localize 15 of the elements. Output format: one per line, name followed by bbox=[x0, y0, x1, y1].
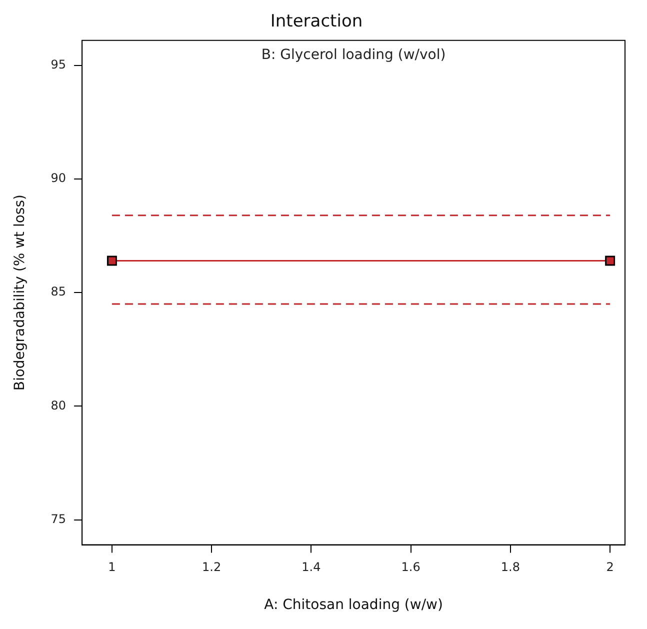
y-tick-label: 90 bbox=[50, 171, 66, 186]
x-tick-label: 2 bbox=[606, 560, 614, 574]
x-tick-label: 1 bbox=[108, 560, 116, 574]
chart-title: Interaction bbox=[270, 12, 363, 32]
y-tick-label: 80 bbox=[50, 398, 66, 412]
x-tick-label: 1.2 bbox=[202, 560, 222, 574]
x-tick-label: 1.4 bbox=[302, 560, 321, 574]
x-tick-label: 1.6 bbox=[401, 560, 420, 574]
x-axis-title: A: Chitosan loading (w/w) bbox=[264, 597, 443, 614]
text: B: Glycerol loading (w/vol) bbox=[261, 47, 446, 64]
y-tick-label: 75 bbox=[50, 512, 66, 526]
y-tick-label: 95 bbox=[50, 58, 66, 72]
y-axis-title: Biodegradability (% wt loss) bbox=[12, 194, 28, 391]
y-tick-label: 85 bbox=[50, 284, 66, 299]
x-tick-label: 1.8 bbox=[500, 560, 520, 574]
